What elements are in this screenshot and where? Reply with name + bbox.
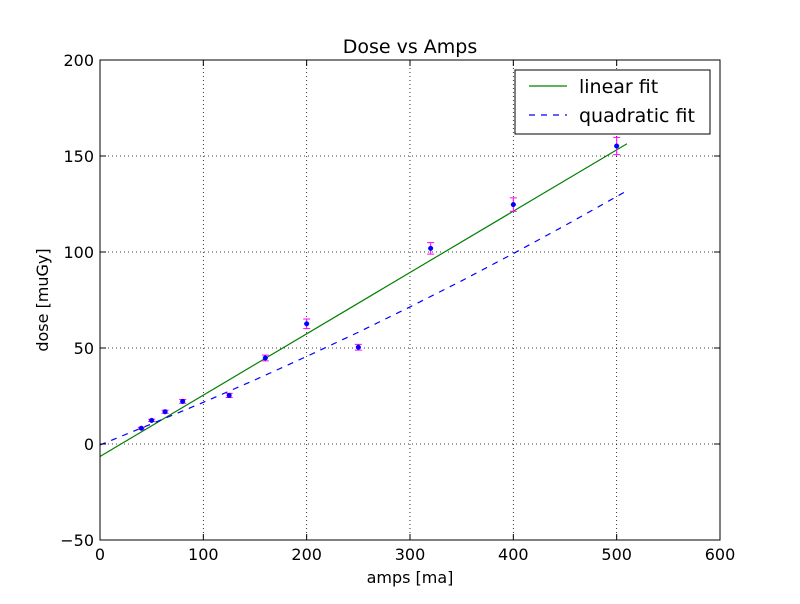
y-axis-label: dose [muGy]	[33, 248, 52, 351]
data-point	[162, 409, 168, 415]
fit-lines	[99, 143, 628, 457]
legend-linear-fit-label: linear fit	[579, 76, 658, 98]
data-point	[262, 355, 268, 361]
data-point	[428, 245, 434, 251]
legend-quadratic-fit-label: quadratic fit	[579, 105, 695, 127]
x-axis-label: amps [ma]	[367, 568, 454, 587]
data-point	[226, 392, 232, 398]
legend: linear fit quadratic fit	[514, 69, 711, 135]
x-tick-label: 200	[291, 545, 322, 564]
data-point	[149, 417, 155, 423]
data-point	[355, 344, 361, 350]
y-tick-label: 150	[63, 147, 94, 166]
x-tick-labels: 0 100 200 300 400 500 600	[95, 545, 735, 564]
data-points	[138, 143, 620, 431]
chart-title: Dose vs Amps	[343, 36, 478, 58]
data-point	[138, 425, 144, 431]
data-point	[180, 398, 186, 404]
y-tick-label: 50	[74, 339, 94, 358]
linear-fit-line	[99, 143, 628, 457]
y-tick-label: −50	[60, 531, 94, 550]
data-point	[510, 202, 516, 208]
y-tick-labels: −50 0 50 100 150 200	[60, 51, 94, 550]
y-tick-label: 0	[84, 435, 94, 454]
x-tick-label: 300	[395, 545, 426, 564]
y-tick-label: 200	[63, 51, 94, 70]
x-tick-label: 100	[188, 545, 219, 564]
x-tick-label: 600	[705, 545, 736, 564]
data-point	[614, 143, 620, 149]
x-tick-label: 0	[95, 545, 105, 564]
y-tick-label: 100	[63, 243, 94, 262]
axis-ticks	[99, 59, 721, 541]
data-point	[304, 321, 310, 327]
quadratic-fit-line	[99, 190, 628, 446]
x-tick-label: 500	[601, 545, 632, 564]
x-tick-label: 400	[498, 545, 529, 564]
legend-box	[514, 69, 711, 135]
